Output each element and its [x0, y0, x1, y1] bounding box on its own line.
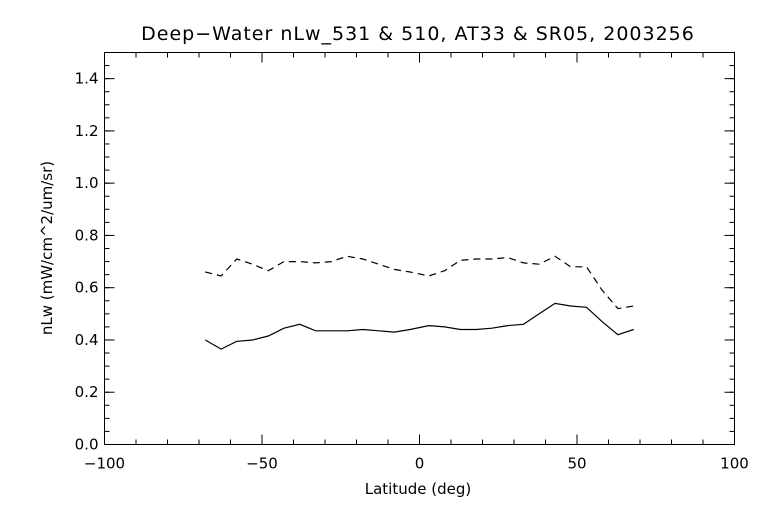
- y-tick-label: 0.8: [75, 226, 99, 244]
- series-line-solid: [205, 302, 634, 350]
- y-tick-labels: 0.0 0.2 0.4 0.6 0.8 1.0 1.2 1.4: [75, 70, 99, 454]
- x-tick-label: 100: [720, 455, 749, 473]
- y-tick-label: 0.6: [75, 279, 99, 297]
- y-axis-label: nLw (mW/cm^2/um/sr): [38, 161, 56, 335]
- y-tick-label: 0.2: [75, 383, 99, 401]
- series-line-dashed: [205, 255, 634, 310]
- x-tick-label: −100: [84, 455, 125, 473]
- plot-frame: [104, 52, 735, 445]
- x-tick-label: 50: [567, 455, 586, 473]
- axis-ticks: [104, 52, 735, 445]
- x-axis-label: Latitude (deg): [365, 480, 471, 498]
- chart-title: Deep−Water nLw_531 & 510, AT33 & SR05, 2…: [141, 23, 695, 45]
- y-tick-label: 0.0: [75, 436, 99, 454]
- x-tick-label: 0: [415, 455, 425, 473]
- y-tick-label: 0.4: [75, 331, 99, 349]
- series-group: [205, 255, 634, 350]
- y-tick-label: 1.0: [75, 174, 99, 192]
- y-tick-label: 1.2: [75, 122, 99, 140]
- x-tick-label: −50: [246, 455, 278, 473]
- y-tick-label: 1.4: [75, 70, 99, 88]
- x-tick-labels: −100 −50 0 50 100: [84, 455, 749, 473]
